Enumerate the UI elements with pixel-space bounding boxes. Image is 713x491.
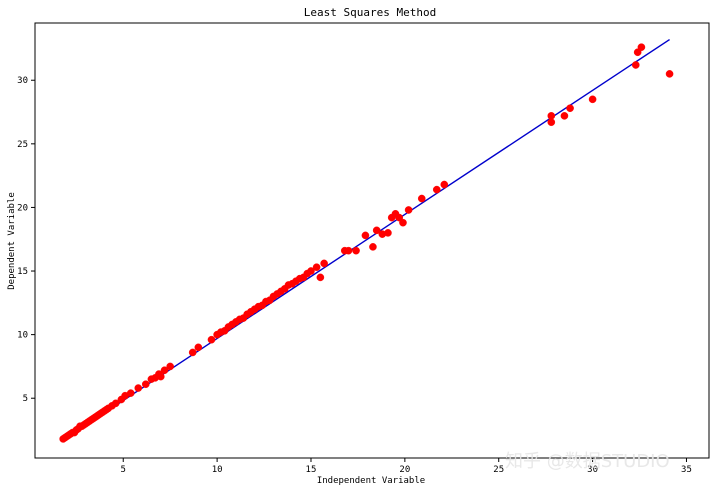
data-point (566, 104, 574, 113)
data-point (188, 348, 197, 357)
data-point (588, 95, 597, 104)
x-tick-label: 35 (681, 465, 692, 475)
data-point (560, 112, 569, 120)
data-point (141, 380, 150, 389)
data-point (166, 362, 174, 371)
x-tick-label: 30 (587, 465, 598, 475)
y-tick-label: 15 (17, 267, 28, 277)
data-point (307, 267, 315, 275)
data-point (384, 229, 392, 237)
data-point (547, 112, 556, 120)
data-point (160, 366, 169, 375)
data-point (633, 48, 642, 57)
y-axis-title: Dependent Variable (7, 192, 17, 290)
data-point (417, 194, 426, 203)
x-tick-label: 10 (212, 465, 223, 475)
watermark-text: 知乎 @数据STUDIO (505, 451, 670, 472)
data-point (207, 335, 216, 344)
plot-frame (34, 22, 710, 459)
data-point (404, 206, 413, 214)
data-point (134, 384, 143, 392)
data-point (372, 226, 381, 235)
data-point (320, 259, 328, 268)
data-point (111, 399, 120, 408)
x-axis-title: Independent Variable (317, 476, 425, 486)
data-point (194, 343, 203, 352)
data-point (344, 246, 353, 255)
y-tick-label: 20 (17, 203, 28, 213)
data-point (361, 231, 370, 240)
y-tick-label: 25 (17, 140, 28, 150)
chart-title: Least Squares Method (304, 6, 436, 19)
y-tick-label: 10 (17, 331, 28, 341)
x-tick-label: 20 (399, 465, 410, 475)
y-tick-label: 30 (17, 76, 28, 86)
data-point (432, 185, 441, 194)
data-point (395, 213, 404, 222)
data-point (665, 70, 674, 78)
points-layer (59, 43, 674, 443)
data-point (637, 43, 646, 51)
data-point (126, 389, 135, 397)
x-tick-label: 15 (306, 465, 317, 475)
data-point (369, 243, 377, 251)
ticks-layer: 5 10 15 20 25 30 35 5 10 15 20 25 30 (17, 76, 692, 475)
data-point (312, 263, 321, 272)
data-point (399, 218, 407, 227)
x-tick-label: 5 (121, 465, 126, 475)
data-point (352, 246, 360, 255)
data-point (547, 118, 556, 127)
data-point (316, 273, 325, 282)
data-point (156, 372, 165, 381)
y-tick-label: 5 (23, 394, 28, 404)
x-tick-label: 25 (493, 465, 504, 475)
data-point (631, 61, 640, 69)
data-point (440, 180, 449, 189)
